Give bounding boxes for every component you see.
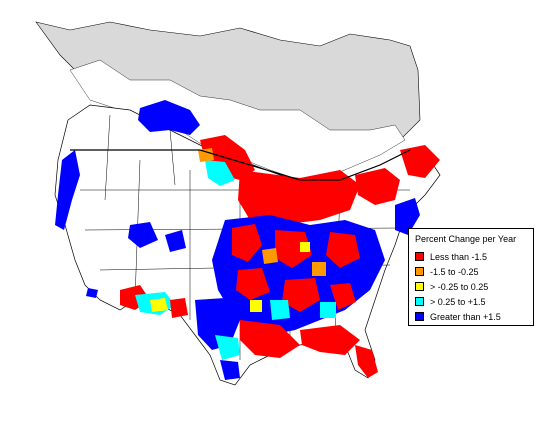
legend-item: > 0.25 to +1.5	[415, 296, 486, 307]
country-border	[70, 149, 411, 181]
map-legend: Percent Change per Year Less than -1.5 -…	[408, 228, 534, 326]
legend-label: > -0.25 to 0.25	[430, 281, 489, 292]
legend-title: Percent Change per Year	[415, 234, 517, 244]
legend-swatch-red	[415, 252, 424, 261]
legend-label: > 0.25 to +1.5	[430, 296, 486, 307]
legend-label: Greater than +1.5	[430, 311, 501, 322]
legend-label: Less than -1.5	[430, 251, 488, 262]
legend-swatch-blue	[415, 312, 424, 321]
legend-swatch-yellow	[415, 282, 424, 291]
legend-item: > -0.25 to 0.25	[415, 281, 488, 292]
legend-item: -1.5 to -0.25	[415, 266, 479, 277]
legend-swatch-cyan	[415, 297, 424, 306]
legend-label: -1.5 to -0.25	[430, 266, 479, 277]
legend-item: Greater than +1.5	[415, 311, 501, 322]
trend-cells	[55, 100, 440, 380]
legend-swatch-orange	[415, 267, 424, 276]
legend-item: Less than -1.5	[415, 251, 487, 262]
